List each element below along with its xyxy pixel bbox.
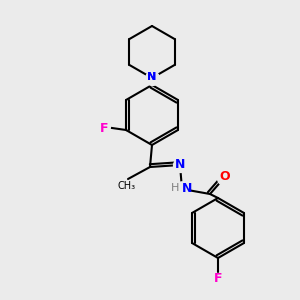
- Text: CH₃: CH₃: [118, 181, 136, 191]
- Text: N: N: [175, 158, 185, 170]
- Text: N: N: [147, 72, 157, 82]
- Text: F: F: [214, 272, 222, 286]
- Text: N: N: [182, 182, 192, 194]
- Text: F: F: [100, 122, 108, 134]
- Text: N: N: [147, 72, 157, 82]
- Text: H: H: [171, 183, 179, 193]
- Text: O: O: [220, 170, 230, 184]
